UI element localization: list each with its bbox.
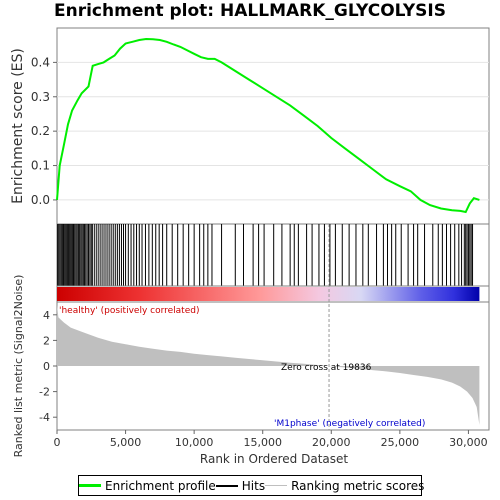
es-panel-frame xyxy=(56,27,490,225)
hits-swatch xyxy=(215,484,238,487)
metric-tick-label: -2 xyxy=(39,386,50,399)
es-tick-label: 0.4 xyxy=(31,55,50,69)
x-tick-label: 30,000 xyxy=(449,436,488,449)
es-y-axis-label: Enrichment score (ES) xyxy=(10,48,26,204)
es-y-axis-ticks: 0.0 0.1 0.2 0.3 0.4 xyxy=(31,55,57,207)
x-tick-label: 0 xyxy=(54,436,61,449)
zero-cross-label: Zero cross at 19836 xyxy=(281,363,372,373)
enrichment-profile-line xyxy=(56,37,480,214)
enrichment-swatch xyxy=(79,484,101,487)
es-tick-label: 0.3 xyxy=(31,90,50,104)
legend-item-hits: Hits xyxy=(215,478,266,493)
positive-correlation-label: 'healthy' (positively correlated) xyxy=(59,306,199,316)
legend-label-ranking: Ranking metric scores xyxy=(291,478,425,493)
legend-label-hits: Hits xyxy=(241,478,266,493)
legend-item-enrichment: Enrichment profile xyxy=(79,479,216,493)
x-axis-ticks: 0 5,000 10,000 15,000 20,000 25,000 30,000 xyxy=(54,430,488,449)
es-tick-label: 0.0 xyxy=(31,193,50,207)
legend-label-enrichment: Enrichment profile xyxy=(105,478,216,493)
x-tick-label: 5,000 xyxy=(110,436,142,449)
chart-title: Enrichment plot: HALLMARK_GLYCOLYSIS xyxy=(54,1,446,21)
metric-tick-label: -4 xyxy=(39,411,50,424)
es-grid xyxy=(57,61,489,201)
metric-tick-label: 0 xyxy=(43,360,50,373)
es-tick-label: 0.1 xyxy=(31,159,50,173)
hits-group xyxy=(57,224,474,286)
legend-item-ranking: Ranking metric scores xyxy=(265,479,424,493)
hits-panel-frame xyxy=(56,223,490,287)
metric-y-axis-label: Ranked list metric (Signal2Noise) xyxy=(12,275,25,458)
x-tick-label: 15,000 xyxy=(243,436,282,449)
ranking-swatch xyxy=(265,485,288,486)
ranked-metric-area xyxy=(57,304,480,425)
rank-colorbar xyxy=(57,287,480,301)
metric-y-axis-ticks: -4 -2 0 2 4 xyxy=(39,309,57,424)
negative-correlation-label: 'M1phase' (negatively correlated) xyxy=(274,419,425,429)
metric-tick-label: 4 xyxy=(43,309,50,322)
x-tick-label: 20,000 xyxy=(312,436,351,449)
x-axis-label: Rank in Ordered Dataset xyxy=(200,452,348,466)
legend: Enrichment profile Hits Ranking metric s… xyxy=(78,475,424,496)
es-tick-label: 0.2 xyxy=(31,124,50,138)
x-tick-label: 10,000 xyxy=(175,436,214,449)
metric-tick-label: 2 xyxy=(43,334,50,347)
x-tick-label: 25,000 xyxy=(381,436,420,449)
